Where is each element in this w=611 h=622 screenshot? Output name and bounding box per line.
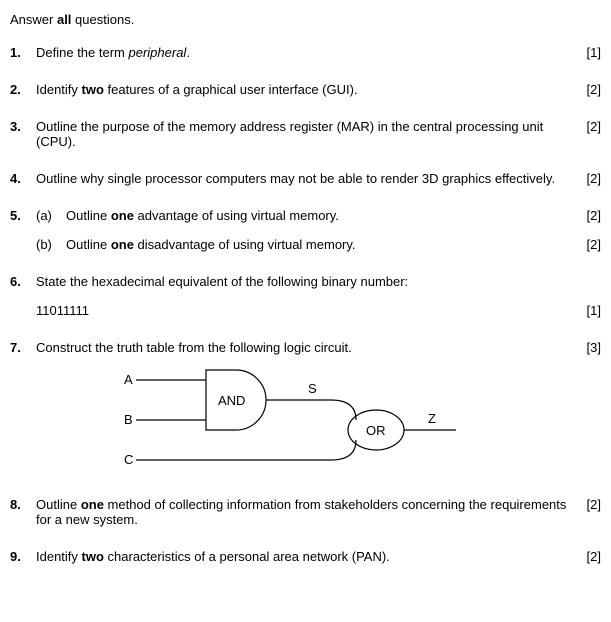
question-text: Identify two characteristics of a person… bbox=[36, 549, 571, 564]
question-text: Outline one method of collecting informa… bbox=[36, 497, 571, 527]
question-9: 9. Identify two characteristics of a per… bbox=[10, 549, 601, 564]
question-text: Outline why single processor computers m… bbox=[36, 171, 571, 186]
instruction-post: questions. bbox=[71, 12, 134, 27]
question-4: 4. Outline why single processor computer… bbox=[10, 171, 601, 186]
question-7: 7. Construct the truth table from the fo… bbox=[10, 340, 601, 475]
marks: [2] bbox=[571, 497, 601, 512]
label-and: AND bbox=[218, 393, 245, 408]
question-2: 2. Identify two features of a graphical … bbox=[10, 82, 601, 97]
sub-label: (b) bbox=[36, 237, 66, 252]
marks: [2] bbox=[571, 119, 601, 134]
question-5: 5. (a) Outline one advantage of using vi… bbox=[10, 208, 601, 252]
instruction-pre: Answer bbox=[10, 12, 57, 27]
question-text: Outline one advantage of using virtual m… bbox=[66, 208, 571, 223]
qnum: 6. bbox=[10, 274, 36, 289]
label-c: C bbox=[124, 452, 133, 467]
label-z: Z bbox=[428, 411, 436, 426]
question-text: Construct the truth table from the follo… bbox=[36, 340, 571, 355]
marks: [2] bbox=[571, 549, 601, 564]
qnum: 4. bbox=[10, 171, 36, 186]
marks: [1] bbox=[571, 45, 601, 60]
qnum: 1. bbox=[10, 45, 36, 60]
question-8: 8. Outline one method of collecting info… bbox=[10, 497, 601, 527]
subpart-a: (a) Outline one advantage of using virtu… bbox=[36, 208, 601, 223]
question-text: State the hexadecimal equivalent of the … bbox=[36, 274, 571, 289]
binary-value: 11011111 bbox=[36, 303, 571, 318]
marks: [2] bbox=[571, 237, 601, 252]
question-text: Outline one disadvantage of using virtua… bbox=[66, 237, 571, 252]
qnum: 5. bbox=[10, 208, 36, 223]
qnum: 3. bbox=[10, 119, 36, 134]
sub-label: (a) bbox=[36, 208, 66, 223]
question-text: Outline the purpose of the memory addres… bbox=[36, 119, 571, 149]
qnum: 9. bbox=[10, 549, 36, 564]
question-text: Identify two features of a graphical use… bbox=[36, 82, 571, 97]
marks: [2] bbox=[571, 171, 601, 186]
question-6: 6. State the hexadecimal equivalent of t… bbox=[10, 274, 601, 318]
qnum: 8. bbox=[10, 497, 36, 512]
question-text: Define the term peripheral. bbox=[36, 45, 571, 60]
instruction-bold: all bbox=[57, 12, 71, 27]
question-3: 3. Outline the purpose of the memory add… bbox=[10, 119, 601, 149]
subpart-b: (b) Outline one disadvantage of using vi… bbox=[36, 237, 601, 252]
marks: [1] bbox=[571, 303, 601, 318]
question-1: 1. Define the term peripheral. [1] bbox=[10, 45, 601, 60]
marks: [2] bbox=[571, 208, 601, 223]
label-b: B bbox=[124, 412, 133, 427]
marks: [3] bbox=[571, 340, 601, 355]
qnum: 7. bbox=[10, 340, 36, 355]
qnum: 2. bbox=[10, 82, 36, 97]
label-s: S bbox=[308, 381, 317, 396]
label-a: A bbox=[124, 372, 133, 387]
instruction: Answer all questions. bbox=[10, 12, 601, 27]
term-peripheral: peripheral bbox=[129, 45, 187, 60]
marks: [2] bbox=[571, 82, 601, 97]
label-or: OR bbox=[366, 423, 386, 438]
logic-circuit-diagram: A B C AND S OR Z bbox=[96, 365, 476, 475]
